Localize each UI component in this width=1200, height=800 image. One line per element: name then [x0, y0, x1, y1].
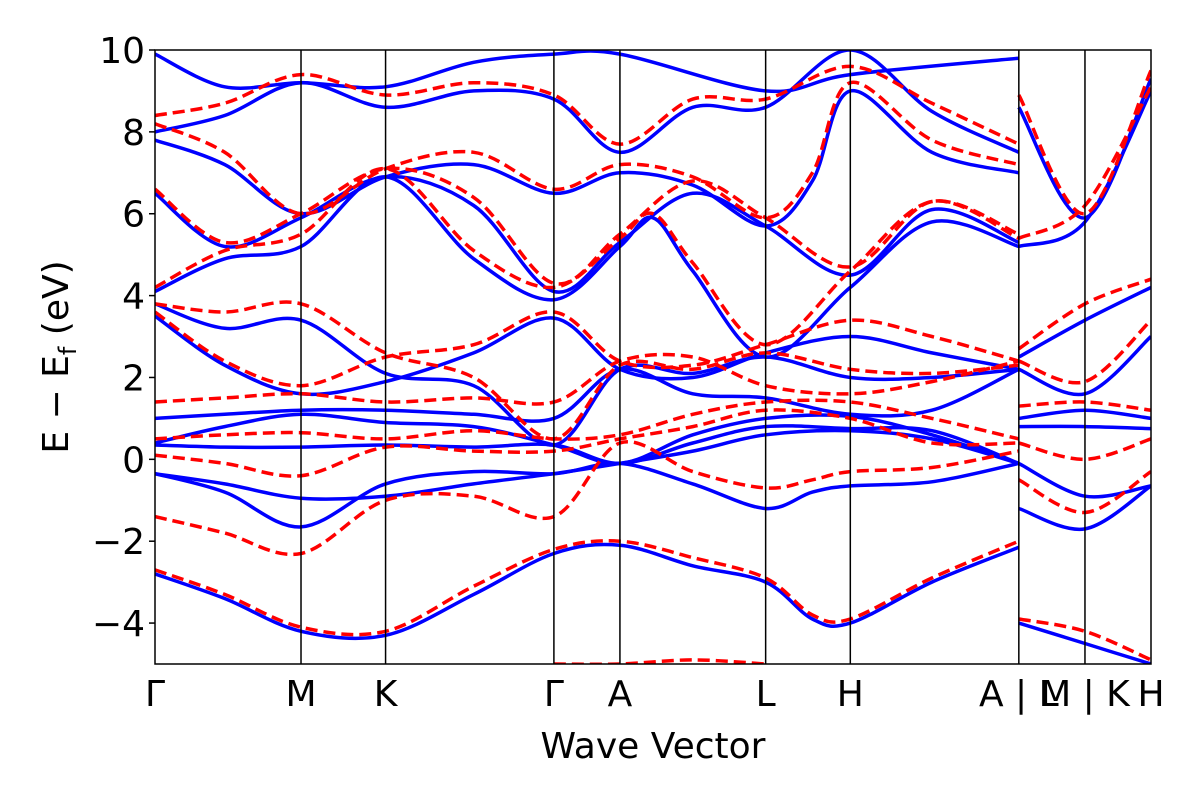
band-line — [155, 50, 1019, 94]
band-line — [1018, 400, 1151, 412]
x-tick-label: Γ — [544, 674, 564, 715]
y-tick-label: −4 — [92, 604, 145, 645]
y-tick-label: 8 — [122, 113, 145, 154]
y-axis-label-sub: f — [54, 346, 82, 355]
x-tick-label: A — [608, 674, 633, 715]
band-line — [1017, 69, 1151, 216]
band-line — [155, 174, 1020, 294]
x-tick-label: K — [374, 674, 399, 715]
band-line — [155, 310, 1020, 388]
y-tick-label: 6 — [122, 195, 145, 236]
y-axis-ticks: −4 −2 0 2 4 6 8 10 — [92, 31, 155, 645]
x-tick-label: A | L — [979, 674, 1059, 715]
x-tick-label: M | K — [1040, 674, 1131, 715]
band-line — [1018, 85, 1151, 240]
kpoint-lines — [300, 50, 1086, 664]
x-tick-label: Γ — [145, 674, 165, 715]
x-axis-label: Wave Vector — [541, 726, 766, 767]
y-tick-label: 10 — [99, 31, 145, 72]
y-axis-label: E − Ef (eV) — [36, 260, 82, 453]
y-axis-label-main: E − E — [36, 355, 77, 454]
y-tick-label: −2 — [92, 522, 145, 563]
x-tick-label: M — [285, 674, 316, 715]
band-line — [155, 539, 1020, 637]
y-tick-label: 2 — [122, 358, 145, 399]
x-tick-label: L — [756, 674, 776, 715]
x-tick-label: H — [1137, 674, 1164, 715]
plot-frame — [154, 49, 1152, 665]
y-axis-label-unit: (eV) — [36, 260, 77, 346]
x-tick-label: H — [837, 674, 864, 715]
y-tick-label: 0 — [122, 440, 145, 481]
y-tick-label: 4 — [122, 277, 145, 318]
band-line — [155, 64, 1020, 146]
